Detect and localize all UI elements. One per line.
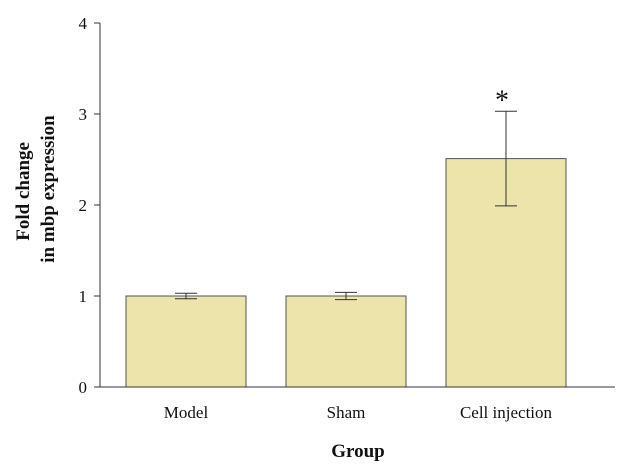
y-tick-label: 2	[79, 196, 88, 215]
x-tick-label: Model	[164, 403, 209, 422]
annotations-layer: *	[495, 85, 509, 116]
y-tick-label: 4	[79, 14, 88, 33]
significance-marker: *	[495, 85, 509, 116]
bar	[285, 295, 407, 388]
y-tick-label: 0	[79, 378, 88, 397]
x-axis-title: Group	[331, 441, 385, 462]
y-tick-label: 3	[79, 105, 88, 124]
x-tick-label: Sham	[327, 403, 366, 422]
y-tick-label: 1	[79, 287, 88, 306]
x-ticks-layer: Model Sham Cell injection	[164, 403, 553, 422]
y-ticks-layer: 0 1 2 3 4	[79, 14, 100, 397]
bars-layer	[125, 158, 567, 388]
error-bars-layer	[175, 110, 517, 301]
bar	[125, 295, 247, 388]
y-axis-title: Fold change in mbp expression	[13, 115, 59, 263]
y-axis-title-line-2: in mbp expression	[38, 115, 59, 263]
y-axis-title-line-1: Fold change	[13, 142, 34, 241]
x-tick-label: Cell injection	[460, 403, 553, 422]
